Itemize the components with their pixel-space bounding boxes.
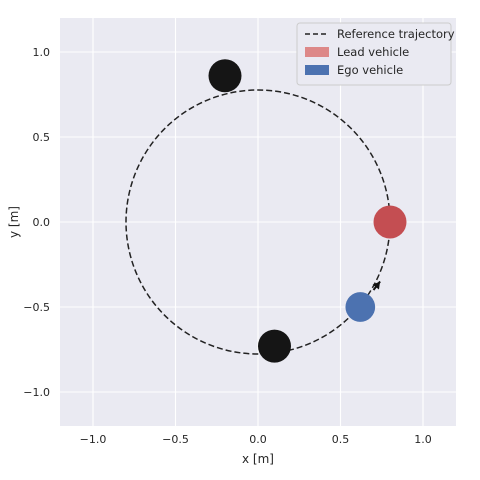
ego-heading-arrow-head: [372, 281, 381, 290]
obstacle: [208, 59, 242, 93]
y-tick-label: 0.0: [33, 216, 51, 229]
x-tick-labels: −1.0 −0.5 0.0 0.5 1.0: [80, 433, 432, 446]
legend-swatch-patch: [305, 65, 329, 75]
y-tick-label: −1.0: [23, 386, 50, 399]
legend-label: Reference trajectory: [337, 27, 455, 41]
lead-vehicle: [373, 205, 407, 239]
plot-series: [125, 59, 407, 363]
legend-label: Lead vehicle: [337, 45, 409, 59]
y-tick-label: 0.5: [33, 131, 51, 144]
y-axis-label: y [m]: [7, 206, 21, 238]
y-tick-label: −0.5: [23, 301, 50, 314]
x-tick-label: 1.0: [414, 433, 432, 446]
x-tick-label: 0.5: [332, 433, 350, 446]
x-axis-label: x [m]: [242, 452, 274, 466]
x-tick-label: 0.0: [249, 433, 267, 446]
legend-label: Ego vehicle: [337, 63, 403, 77]
obstacle: [258, 329, 291, 363]
ego-vehicle: [345, 292, 376, 322]
y-tick-label: 1.0: [33, 46, 51, 59]
x-tick-label: −0.5: [162, 433, 189, 446]
legend: Reference trajectory Lead vehicle Ego vehi…: [296, 22, 455, 86]
x-tick-label: −1.0: [80, 433, 107, 446]
legend-swatch-patch: [305, 47, 329, 57]
legend-box: [296, 22, 452, 86]
y-tick-labels: −1.0 −0.5 0.0 0.5 1.0: [23, 46, 50, 399]
